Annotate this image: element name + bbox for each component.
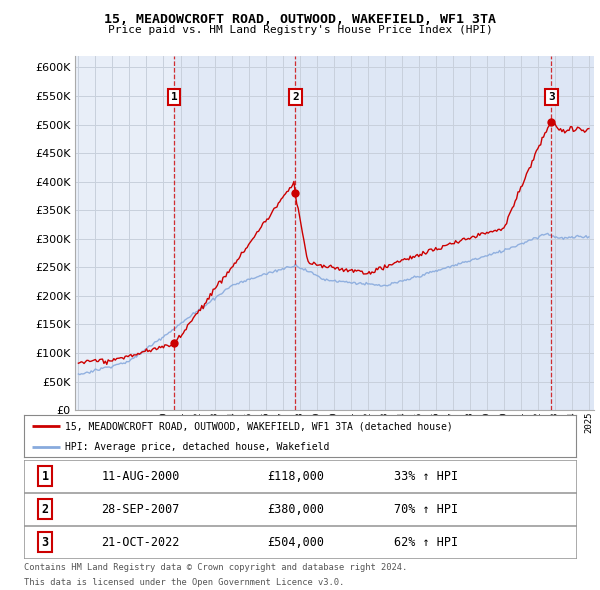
- Text: 1: 1: [170, 92, 178, 101]
- Text: HPI: Average price, detached house, Wakefield: HPI: Average price, detached house, Wake…: [65, 442, 330, 451]
- Text: Price paid vs. HM Land Registry's House Price Index (HPI): Price paid vs. HM Land Registry's House …: [107, 25, 493, 35]
- Text: 70% ↑ HPI: 70% ↑ HPI: [394, 503, 458, 516]
- Text: 15, MEADOWCROFT ROAD, OUTWOOD, WAKEFIELD, WF1 3TA: 15, MEADOWCROFT ROAD, OUTWOOD, WAKEFIELD…: [104, 13, 496, 26]
- Text: 2: 2: [41, 503, 49, 516]
- Text: 15, MEADOWCROFT ROAD, OUTWOOD, WAKEFIELD, WF1 3TA (detached house): 15, MEADOWCROFT ROAD, OUTWOOD, WAKEFIELD…: [65, 421, 453, 431]
- Text: £504,000: £504,000: [267, 536, 324, 549]
- Text: 11-AUG-2000: 11-AUG-2000: [101, 470, 179, 483]
- Text: Contains HM Land Registry data © Crown copyright and database right 2024.: Contains HM Land Registry data © Crown c…: [24, 563, 407, 572]
- Text: This data is licensed under the Open Government Licence v3.0.: This data is licensed under the Open Gov…: [24, 578, 344, 587]
- Text: 21-OCT-2022: 21-OCT-2022: [101, 536, 179, 549]
- Text: £118,000: £118,000: [267, 470, 324, 483]
- Text: 33% ↑ HPI: 33% ↑ HPI: [394, 470, 458, 483]
- Text: £380,000: £380,000: [267, 503, 324, 516]
- Bar: [551, 56, 594, 410]
- Bar: [295, 56, 594, 410]
- Text: 3: 3: [548, 92, 555, 101]
- Text: 1: 1: [41, 470, 49, 483]
- Bar: [174, 56, 594, 410]
- Text: 2: 2: [292, 92, 299, 101]
- Text: 28-SEP-2007: 28-SEP-2007: [101, 503, 179, 516]
- Text: 3: 3: [41, 536, 49, 549]
- Text: 62% ↑ HPI: 62% ↑ HPI: [394, 536, 458, 549]
